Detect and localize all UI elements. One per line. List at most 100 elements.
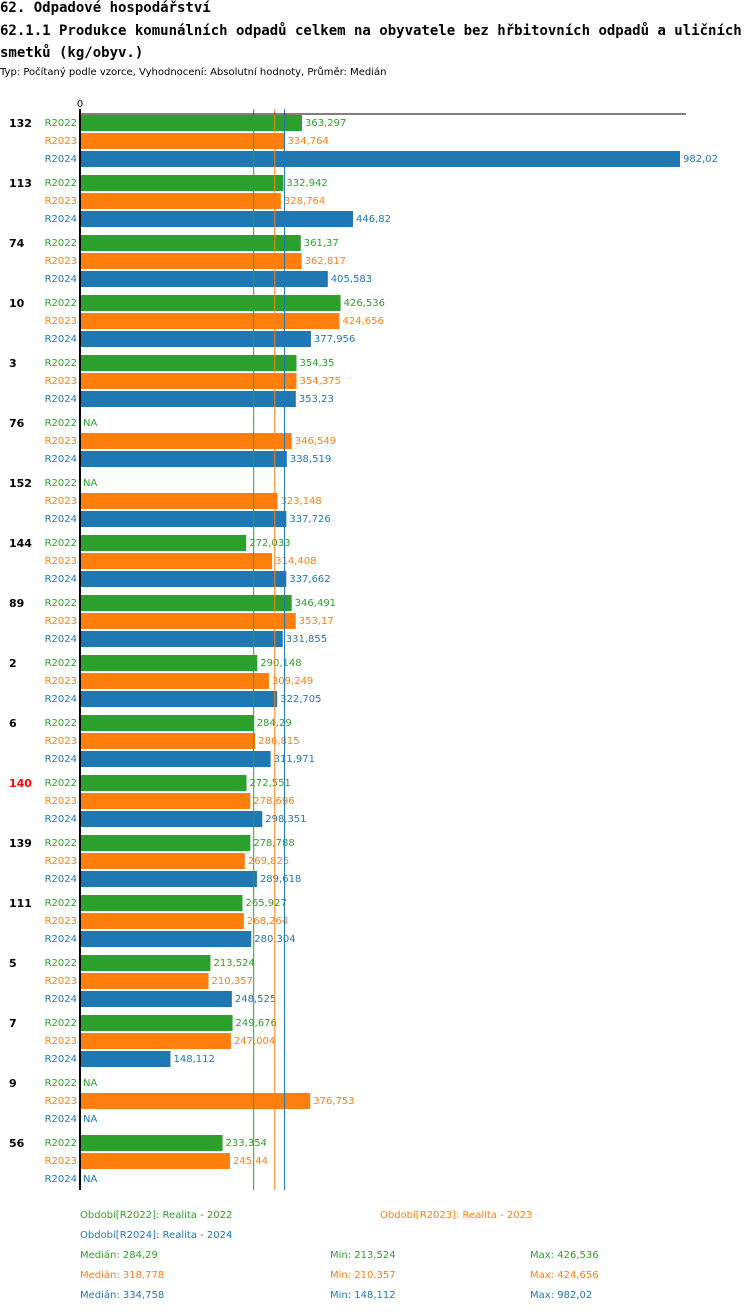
bar-89-R2024 bbox=[80, 631, 283, 647]
bar-6-R2023 bbox=[80, 733, 256, 749]
series-label-152-R2024: R2024 bbox=[45, 514, 77, 525]
group-label-89: 89 bbox=[9, 597, 24, 610]
value-label-152-R2022: NA bbox=[83, 478, 97, 489]
legend-max-r2024: Max: 982,02 bbox=[530, 1290, 593, 1301]
value-label-3-R2022: 354,35 bbox=[300, 358, 335, 369]
value-label-132-R2022: 363,297 bbox=[305, 118, 346, 129]
value-label-2-R2022: 290,148 bbox=[260, 658, 301, 669]
series-label-113-R2024: R2024 bbox=[45, 214, 77, 225]
section-title: 62. Odpadové hospodářství bbox=[0, 0, 211, 16]
series-label-139-R2024: R2024 bbox=[45, 874, 77, 885]
value-label-6-R2023: 286,815 bbox=[258, 736, 299, 747]
value-label-76-R2024: 338,519 bbox=[290, 454, 331, 465]
bar-chart: 0 132 R2022 363,297 R2023 334,764 R2024 982,02 1… bbox=[9, 99, 718, 1190]
axis-zero-label: 0 bbox=[77, 99, 83, 110]
value-label-74-R2022: 361,37 bbox=[304, 238, 339, 249]
series-label-6-R2022: R2022 bbox=[45, 718, 77, 729]
bar-144-R2023 bbox=[80, 553, 273, 569]
series-label-111-R2022: R2022 bbox=[45, 898, 77, 909]
series-label-76-R2024: R2024 bbox=[45, 454, 77, 465]
series-label-74-R2023: R2023 bbox=[45, 256, 77, 267]
series-label-89-R2024: R2024 bbox=[45, 634, 77, 645]
value-label-139-R2023: 269,825 bbox=[248, 856, 289, 867]
bar-3-R2023 bbox=[80, 373, 297, 389]
bar-74-R2024 bbox=[80, 271, 328, 287]
group-label-2: 2 bbox=[9, 657, 17, 670]
value-label-132-R2024: 982,02 bbox=[683, 154, 718, 165]
value-label-111-R2022: 265,927 bbox=[245, 898, 286, 909]
bar-6-R2022 bbox=[80, 715, 254, 731]
bar-2-R2023 bbox=[80, 673, 269, 689]
bar-2-R2022 bbox=[80, 655, 258, 671]
legend-period-r2023: Období[R2023]: Realita - 2023 bbox=[380, 1210, 533, 1221]
series-label-152-R2022: R2022 bbox=[45, 478, 77, 489]
group-label-152: 152 bbox=[9, 477, 32, 490]
legend-period-r2024: Období[R2024]: Realita - 2024 bbox=[80, 1230, 233, 1241]
bar-113-R2023 bbox=[80, 193, 281, 209]
series-label-140-R2023: R2023 bbox=[45, 796, 77, 807]
group-label-139: 139 bbox=[9, 837, 32, 850]
series-label-74-R2022: R2022 bbox=[45, 238, 77, 249]
value-label-10-R2024: 377,956 bbox=[314, 334, 355, 345]
bar-10-R2022 bbox=[80, 295, 341, 311]
series-label-3-R2023: R2023 bbox=[45, 376, 77, 387]
legend-min-r2022: Min: 213,524 bbox=[330, 1250, 396, 1261]
bar-140-R2022 bbox=[80, 775, 247, 791]
value-label-9-R2024: NA bbox=[83, 1114, 97, 1125]
bar-10-R2024 bbox=[80, 331, 311, 347]
bar-3-R2022 bbox=[80, 355, 297, 371]
legend-max-r2023: Max: 424,656 bbox=[530, 1270, 599, 1281]
value-label-111-R2023: 268,264 bbox=[247, 916, 288, 927]
series-label-113-R2022: R2022 bbox=[45, 178, 77, 189]
series-label-111-R2023: R2023 bbox=[45, 916, 77, 927]
bar-5-R2024 bbox=[80, 991, 232, 1007]
series-label-132-R2022: R2022 bbox=[45, 118, 77, 129]
value-label-3-R2024: 353,23 bbox=[299, 394, 334, 405]
series-label-5-R2022: R2022 bbox=[45, 958, 77, 969]
value-label-144-R2023: 314,408 bbox=[275, 556, 316, 567]
group-label-113: 113 bbox=[9, 177, 32, 190]
series-label-6-R2023: R2023 bbox=[45, 736, 77, 747]
bar-89-R2023 bbox=[80, 613, 296, 629]
value-label-76-R2022: NA bbox=[83, 418, 97, 429]
bar-3-R2024 bbox=[80, 391, 296, 407]
series-label-113-R2023: R2023 bbox=[45, 196, 77, 207]
value-label-74-R2024: 405,583 bbox=[331, 274, 372, 285]
series-label-140-R2022: R2022 bbox=[45, 778, 77, 789]
bar-139-R2023 bbox=[80, 853, 245, 869]
value-label-7-R2024: 148,112 bbox=[173, 1054, 214, 1065]
series-label-76-R2023: R2023 bbox=[45, 436, 77, 447]
series-label-56-R2022: R2022 bbox=[45, 1138, 77, 1149]
group-label-144: 144 bbox=[9, 537, 32, 550]
series-label-152-R2023: R2023 bbox=[45, 496, 77, 507]
bar-111-R2024 bbox=[80, 931, 252, 947]
group-label-6: 6 bbox=[9, 717, 17, 730]
bar-74-R2023 bbox=[80, 253, 302, 269]
bar-111-R2022 bbox=[80, 895, 243, 911]
group-label-76: 76 bbox=[9, 417, 25, 430]
bar-2-R2024 bbox=[80, 691, 278, 707]
series-label-10-R2024: R2024 bbox=[45, 334, 77, 345]
series-label-7-R2022: R2022 bbox=[45, 1018, 77, 1029]
value-label-74-R2023: 362,817 bbox=[305, 256, 346, 267]
value-label-56-R2022: 233,354 bbox=[226, 1138, 267, 1149]
bar-76-R2024 bbox=[80, 451, 287, 467]
bar-7-R2024 bbox=[80, 1051, 171, 1067]
group-label-5: 5 bbox=[9, 957, 17, 970]
series-label-76-R2022: R2022 bbox=[45, 418, 77, 429]
value-label-2-R2023: 309,249 bbox=[272, 676, 313, 687]
series-label-132-R2024: R2024 bbox=[45, 154, 77, 165]
bar-56-R2023 bbox=[80, 1153, 230, 1169]
value-label-89-R2024: 331,855 bbox=[286, 634, 327, 645]
value-label-113-R2023: 328,764 bbox=[284, 196, 325, 207]
bar-76-R2023 bbox=[80, 433, 292, 449]
value-label-144-R2024: 337,662 bbox=[289, 574, 330, 585]
series-label-144-R2024: R2024 bbox=[45, 574, 77, 585]
series-label-74-R2024: R2024 bbox=[45, 274, 77, 285]
series-label-10-R2022: R2022 bbox=[45, 298, 77, 309]
value-label-89-R2022: 346,491 bbox=[295, 598, 336, 609]
group-label-10: 10 bbox=[9, 297, 25, 310]
bar-132-R2022 bbox=[80, 115, 302, 131]
bar-152-R2023 bbox=[80, 493, 278, 509]
value-label-56-R2023: 245,44 bbox=[233, 1156, 268, 1167]
